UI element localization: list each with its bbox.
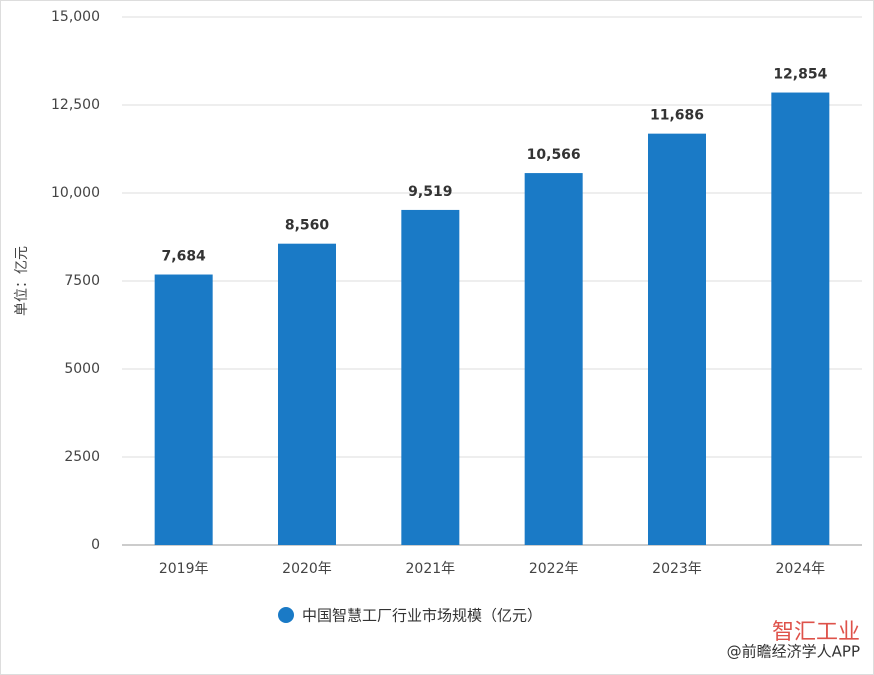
x-tick-label: 2019年	[159, 561, 209, 577]
legend-marker	[278, 607, 294, 623]
bar	[278, 243, 336, 546]
x-tick-label: 2020年	[282, 561, 332, 577]
y-tick-label: 2500	[64, 449, 100, 465]
watermark: 智汇工业	[772, 620, 860, 645]
x-tick-label: 2021年	[406, 561, 456, 577]
y-tick-label: 7500	[64, 273, 100, 289]
source: @前瞻经济学人APP	[727, 643, 860, 661]
value-label: 9,519	[408, 184, 452, 200]
y-axis-label: 单位：亿元	[14, 246, 30, 316]
bar	[771, 92, 830, 546]
y-tick-label: 10,000	[51, 185, 100, 201]
y-tick-label: 0	[91, 537, 100, 553]
y-tick-label: 5000	[64, 361, 100, 377]
value-label: 12,854	[773, 67, 827, 83]
value-label: 11,686	[650, 108, 704, 124]
y-tick-label: 12,500	[51, 97, 100, 113]
bar	[648, 133, 706, 545]
value-label: 10,566	[527, 147, 581, 163]
legend-label: 中国智慧工厂行业市场规模（亿元）	[302, 607, 542, 625]
value-label: 8,560	[285, 218, 330, 234]
y-tick-label: 15,000	[51, 9, 100, 25]
x-tick-label: 2022年	[529, 561, 579, 577]
bar	[401, 209, 460, 545]
x-tick-label: 2024年	[776, 561, 826, 577]
bar	[524, 173, 583, 546]
x-tick-label: 2023年	[652, 561, 702, 577]
bar	[154, 274, 213, 545]
value-label: 7,684	[162, 249, 207, 265]
